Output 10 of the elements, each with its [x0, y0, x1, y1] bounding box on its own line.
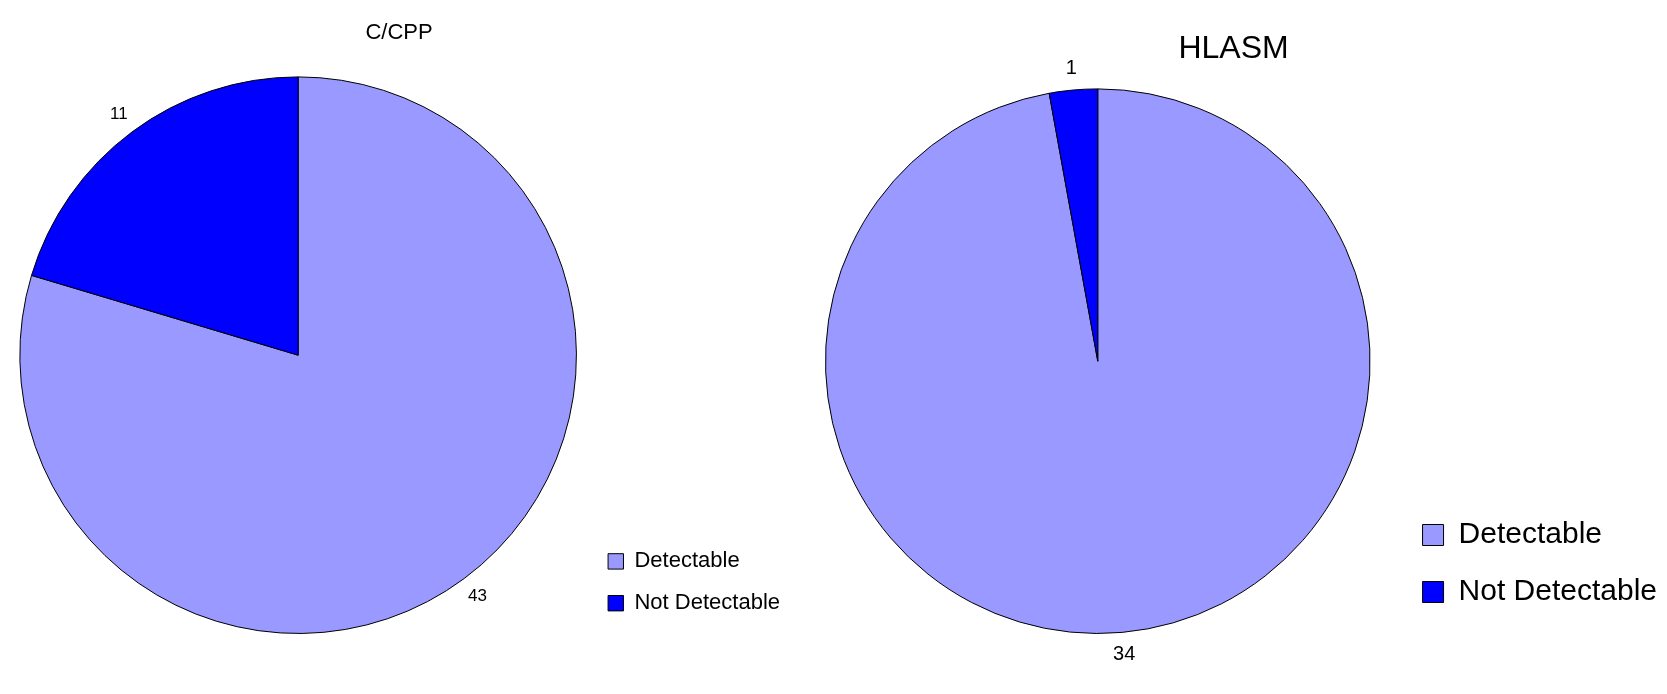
- legend-label: Not Detectable: [1458, 573, 1658, 607]
- data-label: 34: [1113, 641, 1136, 664]
- data-label: 43: [468, 585, 487, 605]
- legend-label: Detectable: [1458, 516, 1602, 550]
- chart-title: C/CPP: [365, 19, 433, 45]
- legend-label: Detectable: [634, 547, 740, 573]
- chart-title: HLASM: [1178, 29, 1289, 66]
- data-label: 11: [109, 104, 128, 124]
- data-label: 1: [1065, 55, 1077, 78]
- legend-label: Not Detectable: [634, 589, 781, 615]
